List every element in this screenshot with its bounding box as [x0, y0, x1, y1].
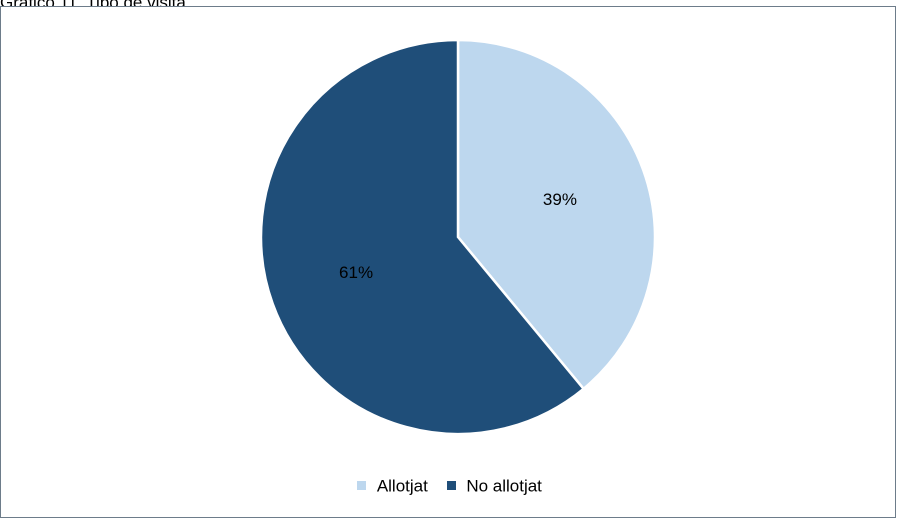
pie-slice-no-allotjat — [259, 38, 586, 436]
legend-label-no-allotjat: No allotjat — [466, 476, 542, 496]
legend-item-no-allotjat: No allotjat — [446, 475, 542, 498]
chart-legend: Allotjat No allotjat — [0, 475, 899, 498]
pie-slice-allotjat — [456, 38, 657, 391]
data-label-allotjat: 39% — [543, 190, 577, 209]
data-label-no-allotjat: 61% — [339, 263, 373, 282]
legend-label-allotjat: Allotjat — [376, 476, 428, 496]
legend-item-allotjat: Allotjat — [357, 475, 428, 498]
legend-swatch-allotjat — [357, 481, 367, 491]
legend-swatch-no-allotjat — [446, 481, 456, 491]
